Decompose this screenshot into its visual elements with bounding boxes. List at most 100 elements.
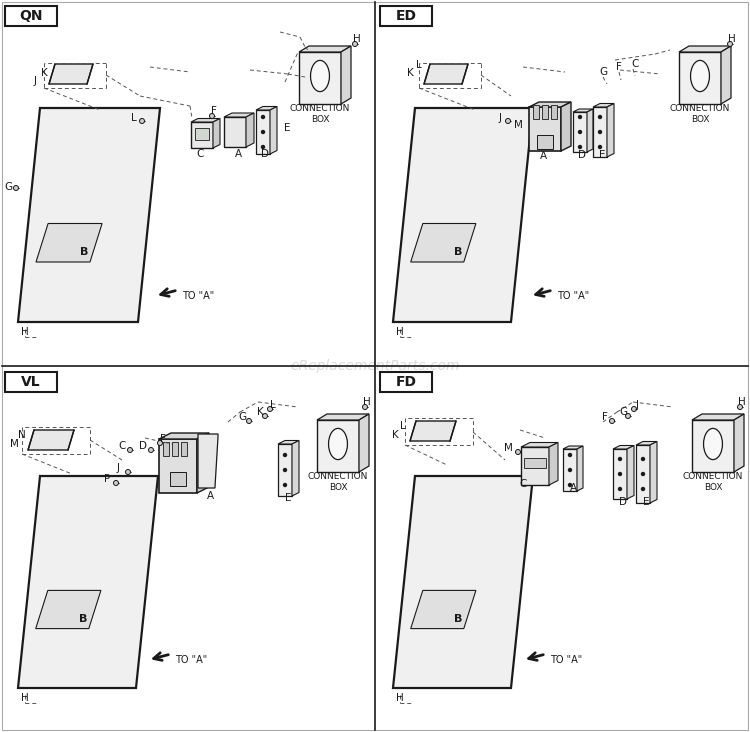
Text: K: K (256, 407, 263, 417)
Text: TO "A": TO "A" (557, 291, 590, 301)
Text: E: E (643, 497, 650, 507)
Circle shape (610, 419, 614, 424)
Polygon shape (49, 64, 93, 84)
Polygon shape (18, 108, 160, 322)
Circle shape (284, 454, 286, 457)
Ellipse shape (310, 61, 329, 92)
Polygon shape (393, 108, 533, 322)
Polygon shape (411, 223, 476, 262)
Text: E: E (598, 150, 605, 160)
Polygon shape (679, 46, 731, 52)
Text: CONNECTION
BOX: CONNECTION BOX (308, 472, 368, 492)
Polygon shape (529, 102, 571, 107)
Polygon shape (573, 109, 593, 112)
Circle shape (247, 419, 251, 424)
FancyBboxPatch shape (380, 372, 432, 392)
FancyBboxPatch shape (195, 128, 209, 140)
Polygon shape (563, 449, 577, 491)
Polygon shape (721, 46, 731, 104)
Polygon shape (278, 444, 292, 496)
FancyBboxPatch shape (5, 6, 57, 26)
Text: E: E (285, 493, 291, 503)
Circle shape (506, 119, 511, 124)
Text: CONNECTION
BOX: CONNECTION BOX (670, 104, 730, 124)
Text: A: A (539, 151, 547, 161)
Text: L: L (270, 400, 276, 410)
Text: D: D (139, 441, 147, 451)
Polygon shape (587, 109, 593, 152)
Polygon shape (607, 103, 614, 157)
Polygon shape (636, 445, 650, 503)
Polygon shape (410, 421, 456, 441)
Circle shape (140, 119, 145, 124)
Polygon shape (627, 446, 634, 499)
Polygon shape (593, 103, 614, 107)
Text: F: F (211, 106, 217, 116)
Polygon shape (36, 591, 101, 629)
Polygon shape (299, 46, 351, 52)
Circle shape (626, 414, 631, 419)
Polygon shape (593, 107, 607, 157)
Polygon shape (159, 433, 209, 439)
Polygon shape (197, 433, 209, 493)
Circle shape (568, 484, 572, 487)
Polygon shape (393, 476, 533, 688)
FancyBboxPatch shape (172, 442, 178, 456)
Circle shape (284, 468, 286, 471)
Text: J: J (499, 113, 502, 123)
Text: N: N (18, 430, 26, 440)
Polygon shape (521, 447, 549, 485)
Polygon shape (613, 449, 627, 499)
Circle shape (262, 414, 268, 419)
Circle shape (632, 406, 637, 411)
Polygon shape (577, 446, 583, 491)
Circle shape (568, 454, 572, 457)
FancyBboxPatch shape (524, 458, 546, 468)
Text: J: J (34, 76, 37, 86)
Text: A: A (569, 483, 577, 493)
Circle shape (125, 469, 130, 474)
Circle shape (641, 458, 644, 460)
Text: CONNECTION
BOX: CONNECTION BOX (290, 104, 350, 124)
Text: M: M (10, 439, 19, 449)
Polygon shape (191, 119, 220, 122)
FancyBboxPatch shape (181, 442, 187, 456)
Text: C: C (118, 441, 126, 451)
Text: M: M (514, 120, 523, 130)
Text: L: L (131, 113, 136, 123)
Text: F: F (160, 434, 166, 444)
Text: K: K (40, 68, 47, 78)
Circle shape (641, 472, 644, 476)
Text: J: J (116, 463, 119, 473)
FancyBboxPatch shape (170, 472, 186, 486)
Text: H: H (396, 693, 404, 703)
Text: G: G (238, 412, 246, 422)
Circle shape (13, 185, 19, 190)
Text: G: G (599, 67, 607, 77)
Text: D: D (261, 149, 269, 159)
Text: H: H (396, 327, 404, 337)
Text: C: C (519, 479, 526, 489)
Text: K: K (392, 430, 398, 440)
Circle shape (262, 146, 265, 149)
Circle shape (619, 458, 622, 460)
Text: H: H (728, 34, 736, 44)
FancyBboxPatch shape (380, 6, 432, 26)
Circle shape (619, 472, 622, 476)
Circle shape (158, 441, 163, 446)
FancyBboxPatch shape (537, 135, 553, 149)
Text: TO "A": TO "A" (182, 291, 214, 301)
Polygon shape (650, 441, 657, 503)
Circle shape (641, 488, 644, 490)
Polygon shape (256, 106, 277, 110)
Polygon shape (299, 52, 341, 104)
FancyBboxPatch shape (5, 372, 57, 392)
Polygon shape (292, 441, 299, 496)
Ellipse shape (328, 428, 347, 460)
Polygon shape (278, 441, 299, 444)
Text: H: H (21, 327, 28, 337)
Polygon shape (213, 119, 220, 148)
Polygon shape (692, 420, 734, 472)
Text: ED: ED (395, 9, 416, 23)
Polygon shape (734, 414, 744, 472)
